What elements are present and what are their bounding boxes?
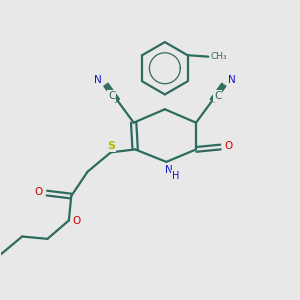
Text: N: N [165,165,172,175]
Text: C: C [108,91,116,101]
Text: O: O [225,141,233,152]
Text: C: C [214,91,221,101]
Text: H: H [172,171,179,181]
Text: O: O [34,187,43,196]
Text: S: S [107,141,115,151]
Text: CH₃: CH₃ [210,52,227,61]
Text: N: N [228,75,236,85]
Text: O: O [72,216,80,226]
Text: N: N [94,75,102,85]
